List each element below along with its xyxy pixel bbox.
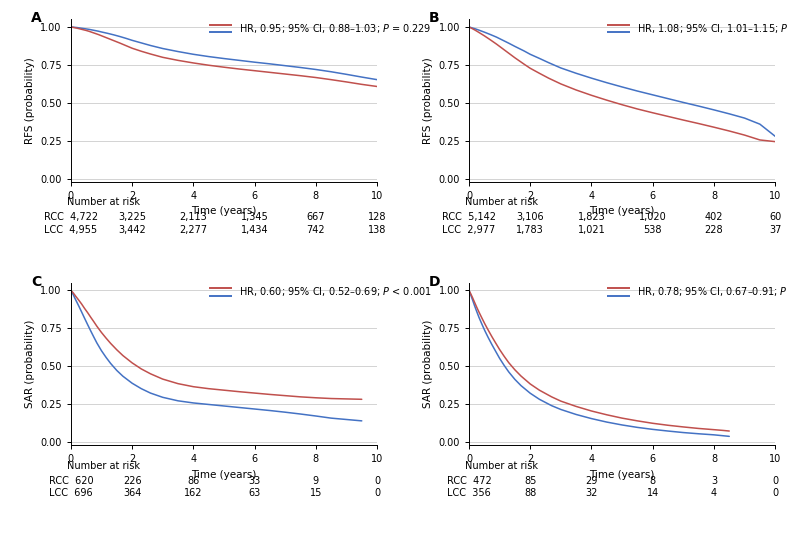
Text: HR, 0.95; 95% CI, 0.88–1.03; $\mathit{P}$ = 0.229: HR, 0.95; 95% CI, 0.88–1.03; $\mathit{P}…	[239, 22, 431, 35]
Text: 86: 86	[187, 476, 199, 486]
Text: 63: 63	[249, 488, 260, 498]
Text: 538: 538	[644, 225, 662, 235]
Text: 2,277: 2,277	[179, 225, 208, 235]
Text: 32: 32	[586, 488, 597, 498]
Text: 162: 162	[184, 488, 202, 498]
Text: 29: 29	[586, 476, 597, 486]
Text: 3,442: 3,442	[118, 225, 146, 235]
Text: C: C	[31, 274, 41, 289]
Text: 1,783: 1,783	[516, 225, 544, 235]
Text: 14: 14	[647, 488, 659, 498]
Text: 1,823: 1,823	[578, 212, 605, 222]
Text: 1,345: 1,345	[241, 212, 268, 222]
Text: 2,113: 2,113	[179, 212, 207, 222]
Text: 226: 226	[123, 476, 142, 486]
Text: Number at risk: Number at risk	[465, 461, 538, 471]
Text: B: B	[429, 11, 440, 25]
Text: Number at risk: Number at risk	[67, 461, 140, 471]
Y-axis label: SAR (probability): SAR (probability)	[423, 320, 433, 408]
Text: 0: 0	[374, 488, 380, 498]
Text: 3,225: 3,225	[118, 212, 146, 222]
Text: Number at risk: Number at risk	[465, 197, 538, 207]
Y-axis label: RFS (probability): RFS (probability)	[24, 58, 35, 144]
Text: RCC  472: RCC 472	[446, 476, 491, 486]
Text: 228: 228	[704, 225, 723, 235]
Text: LCC  2,977: LCC 2,977	[442, 225, 496, 235]
Text: 3,106: 3,106	[516, 212, 544, 222]
Text: Number at risk: Number at risk	[67, 197, 140, 207]
Y-axis label: RFS (probability): RFS (probability)	[423, 58, 433, 144]
Text: 3: 3	[711, 476, 717, 486]
Text: 0: 0	[772, 476, 778, 486]
Text: D: D	[429, 274, 441, 289]
Text: 138: 138	[368, 225, 386, 235]
X-axis label: Time (years): Time (years)	[191, 206, 257, 216]
Text: RCC  4,722: RCC 4,722	[44, 212, 98, 222]
Text: 128: 128	[368, 212, 386, 222]
Text: 88: 88	[524, 488, 536, 498]
Text: HR, 0.60; 95% CI, 0.52–0.69; $\mathit{P}$ < 0.001: HR, 0.60; 95% CI, 0.52–0.69; $\mathit{P}…	[239, 285, 432, 299]
Text: RCC  5,142: RCC 5,142	[442, 212, 496, 222]
Text: 742: 742	[306, 225, 325, 235]
Text: 9: 9	[312, 476, 319, 486]
Text: 1,020: 1,020	[639, 212, 667, 222]
Text: 1,434: 1,434	[241, 225, 268, 235]
Text: LCC  696: LCC 696	[49, 488, 93, 498]
Text: 402: 402	[704, 212, 723, 222]
Text: LCC  4,955: LCC 4,955	[44, 225, 98, 235]
Y-axis label: SAR (probability): SAR (probability)	[24, 320, 35, 408]
Text: 667: 667	[307, 212, 325, 222]
X-axis label: Time (years): Time (years)	[589, 469, 655, 480]
Text: 33: 33	[249, 476, 260, 486]
Text: RCC  620: RCC 620	[49, 476, 93, 486]
Text: HR, 1.08; 95% CI, 1.01–1.15; $\mathit{P}$ = 0.022: HR, 1.08; 95% CI, 1.01–1.15; $\mathit{P}…	[637, 22, 787, 35]
Text: 37: 37	[769, 225, 781, 235]
Text: HR, 0.78; 95% CI, 0.67–0.91; $\mathit{P}$ = 0.002: HR, 0.78; 95% CI, 0.67–0.91; $\mathit{P}…	[637, 285, 787, 299]
Text: 85: 85	[524, 476, 537, 486]
Text: LCC  356: LCC 356	[447, 488, 491, 498]
Text: 4: 4	[711, 488, 717, 498]
Text: 15: 15	[309, 488, 322, 498]
Text: 0: 0	[374, 476, 380, 486]
X-axis label: Time (years): Time (years)	[589, 206, 655, 216]
Text: 364: 364	[123, 488, 142, 498]
Text: 0: 0	[772, 488, 778, 498]
Text: 1,021: 1,021	[578, 225, 605, 235]
X-axis label: Time (years): Time (years)	[191, 469, 257, 480]
Text: 8: 8	[649, 476, 656, 486]
Text: A: A	[31, 11, 42, 25]
Text: 60: 60	[769, 212, 781, 222]
